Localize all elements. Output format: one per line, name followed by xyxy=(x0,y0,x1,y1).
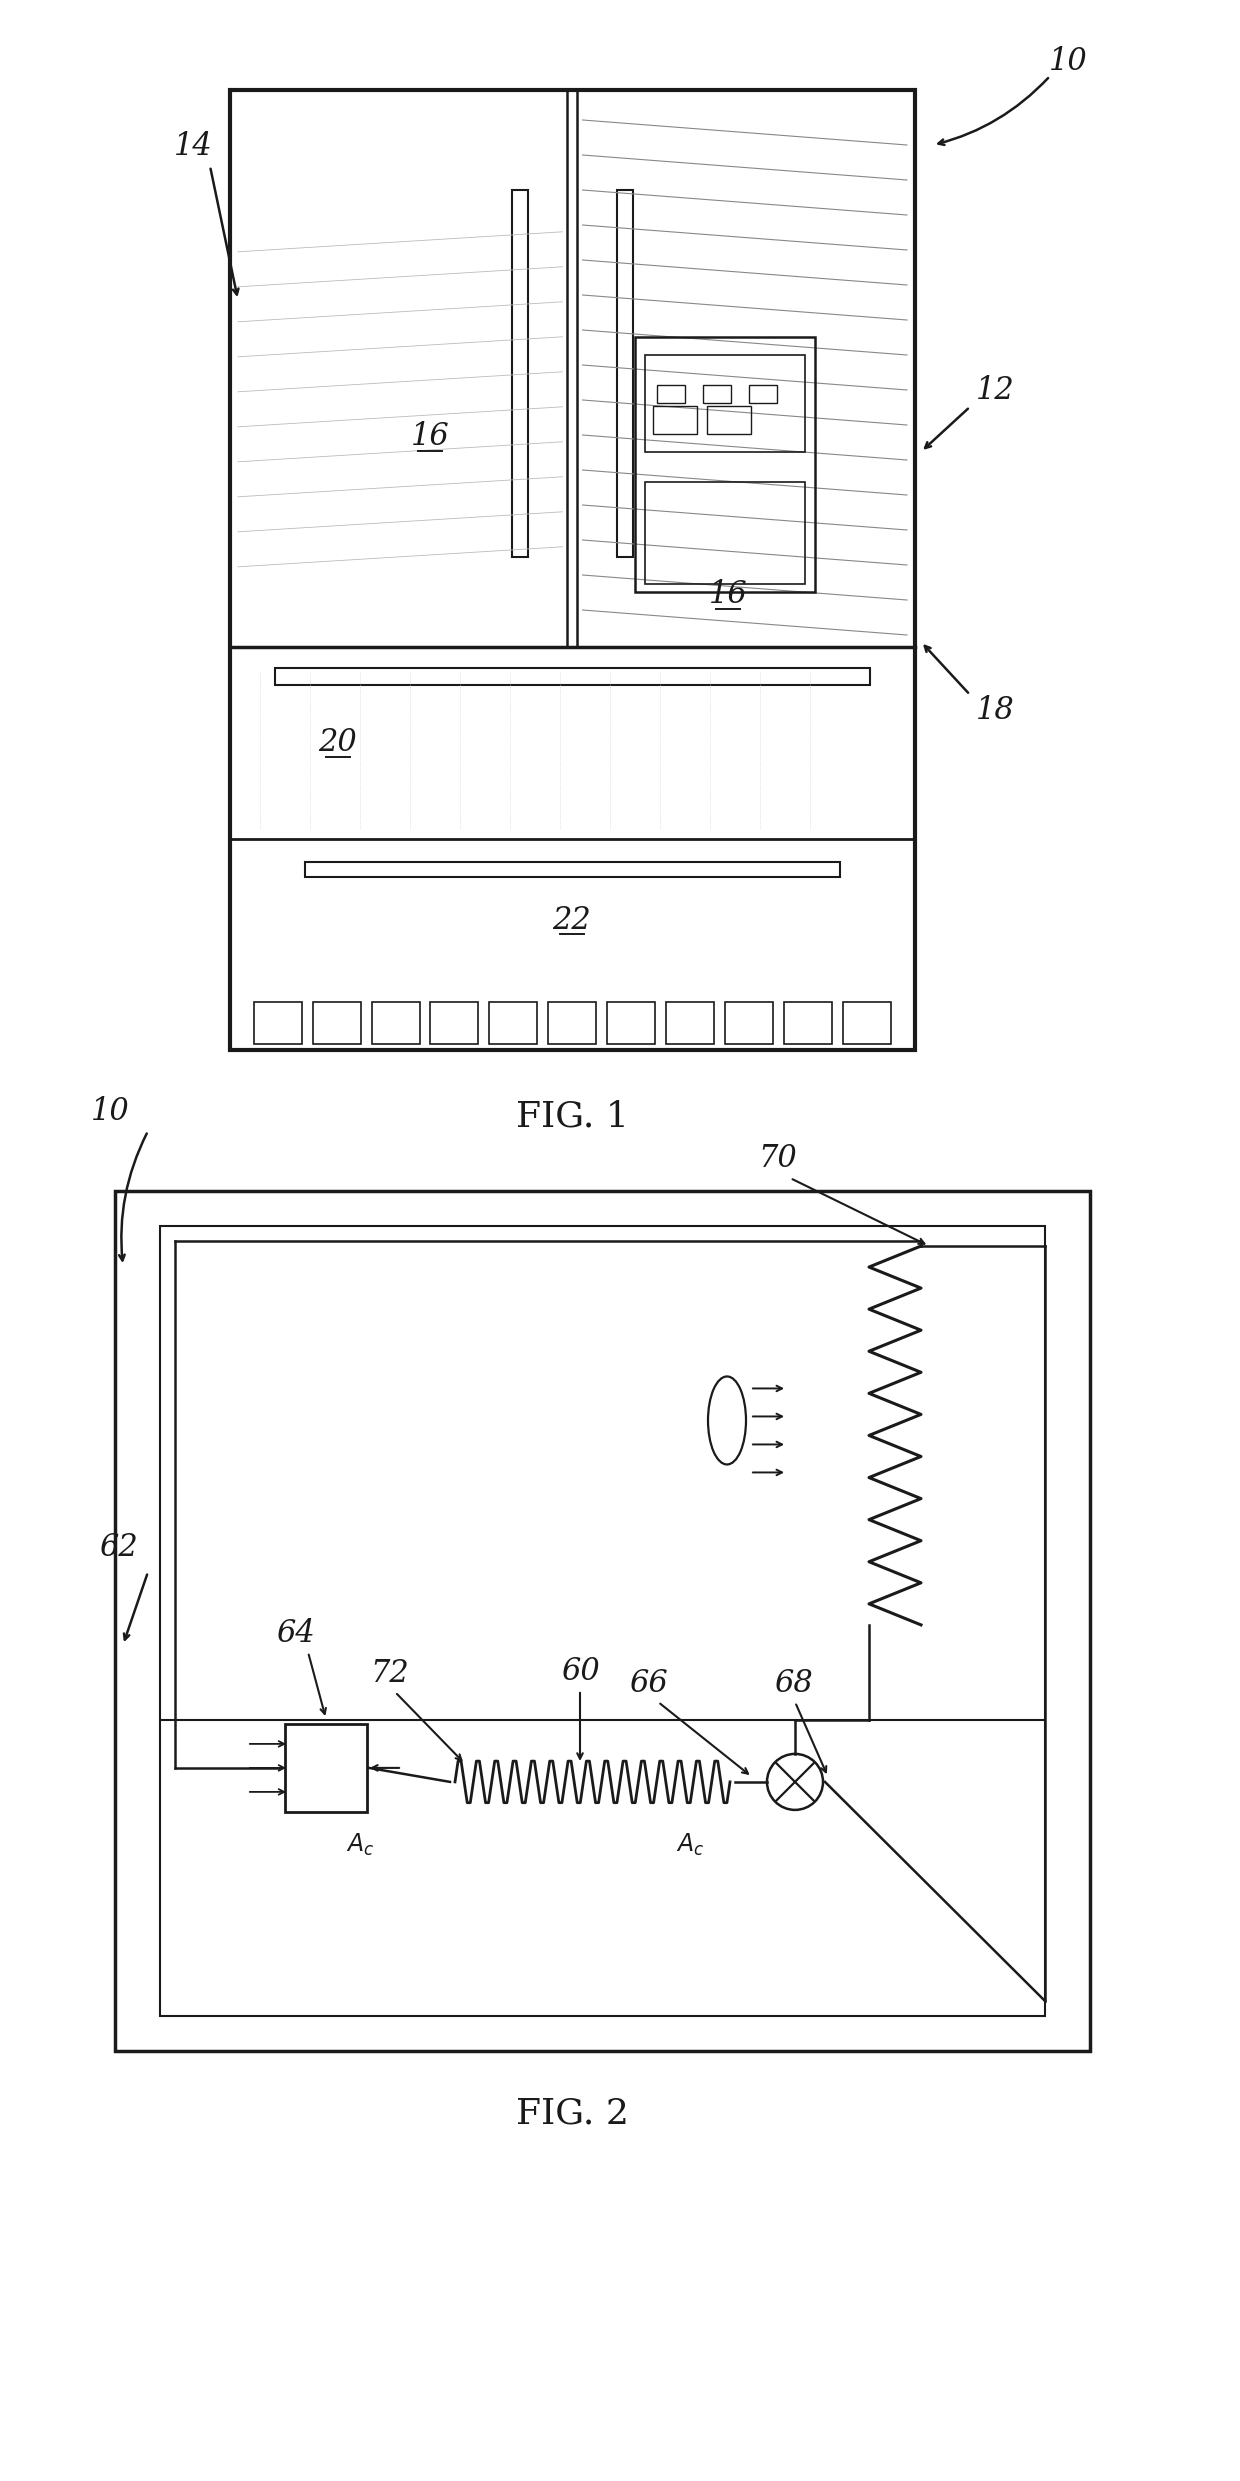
Text: 10: 10 xyxy=(1049,45,1087,77)
Text: FIG. 2: FIG. 2 xyxy=(516,2096,629,2131)
Bar xyxy=(657,385,684,402)
Text: 60: 60 xyxy=(560,1657,599,1687)
Bar xyxy=(653,407,697,434)
Bar xyxy=(253,1002,301,1045)
Bar xyxy=(725,1002,774,1045)
Bar xyxy=(372,1002,419,1045)
Text: 18: 18 xyxy=(976,695,1014,727)
Text: $A_c$: $A_c$ xyxy=(676,1831,704,1858)
Bar xyxy=(635,337,815,593)
Text: 10: 10 xyxy=(91,1097,129,1126)
Bar xyxy=(645,481,805,583)
Text: 20: 20 xyxy=(319,727,357,759)
Bar xyxy=(843,1002,892,1045)
Bar xyxy=(512,191,528,556)
Text: $A_c$: $A_c$ xyxy=(346,1831,374,1858)
Text: 72: 72 xyxy=(371,1657,409,1690)
Bar xyxy=(160,1226,1045,2017)
Text: 66: 66 xyxy=(629,1667,667,1699)
Bar xyxy=(608,1002,656,1045)
Bar xyxy=(618,191,634,556)
Bar xyxy=(312,1002,361,1045)
Bar xyxy=(666,1002,714,1045)
Bar xyxy=(645,355,805,452)
Text: 16: 16 xyxy=(410,422,449,452)
Text: 14: 14 xyxy=(174,131,212,161)
Bar xyxy=(285,1724,367,1811)
Bar xyxy=(305,861,839,876)
Bar xyxy=(703,385,732,402)
Bar xyxy=(490,1002,537,1045)
Bar xyxy=(707,407,751,434)
Bar xyxy=(749,385,777,402)
Bar xyxy=(785,1002,832,1045)
Text: 68: 68 xyxy=(774,1667,812,1699)
Bar xyxy=(115,1191,1090,2052)
Bar xyxy=(275,667,870,685)
Text: 22: 22 xyxy=(553,906,591,935)
Text: 12: 12 xyxy=(976,375,1014,407)
Text: 62: 62 xyxy=(99,1533,138,1563)
Bar xyxy=(548,1002,596,1045)
Text: 64: 64 xyxy=(275,1618,315,1650)
Text: 16: 16 xyxy=(708,578,748,610)
Text: 70: 70 xyxy=(759,1141,797,1174)
Text: FIG. 1: FIG. 1 xyxy=(516,1099,629,1134)
Bar xyxy=(430,1002,479,1045)
Bar xyxy=(229,89,915,1049)
